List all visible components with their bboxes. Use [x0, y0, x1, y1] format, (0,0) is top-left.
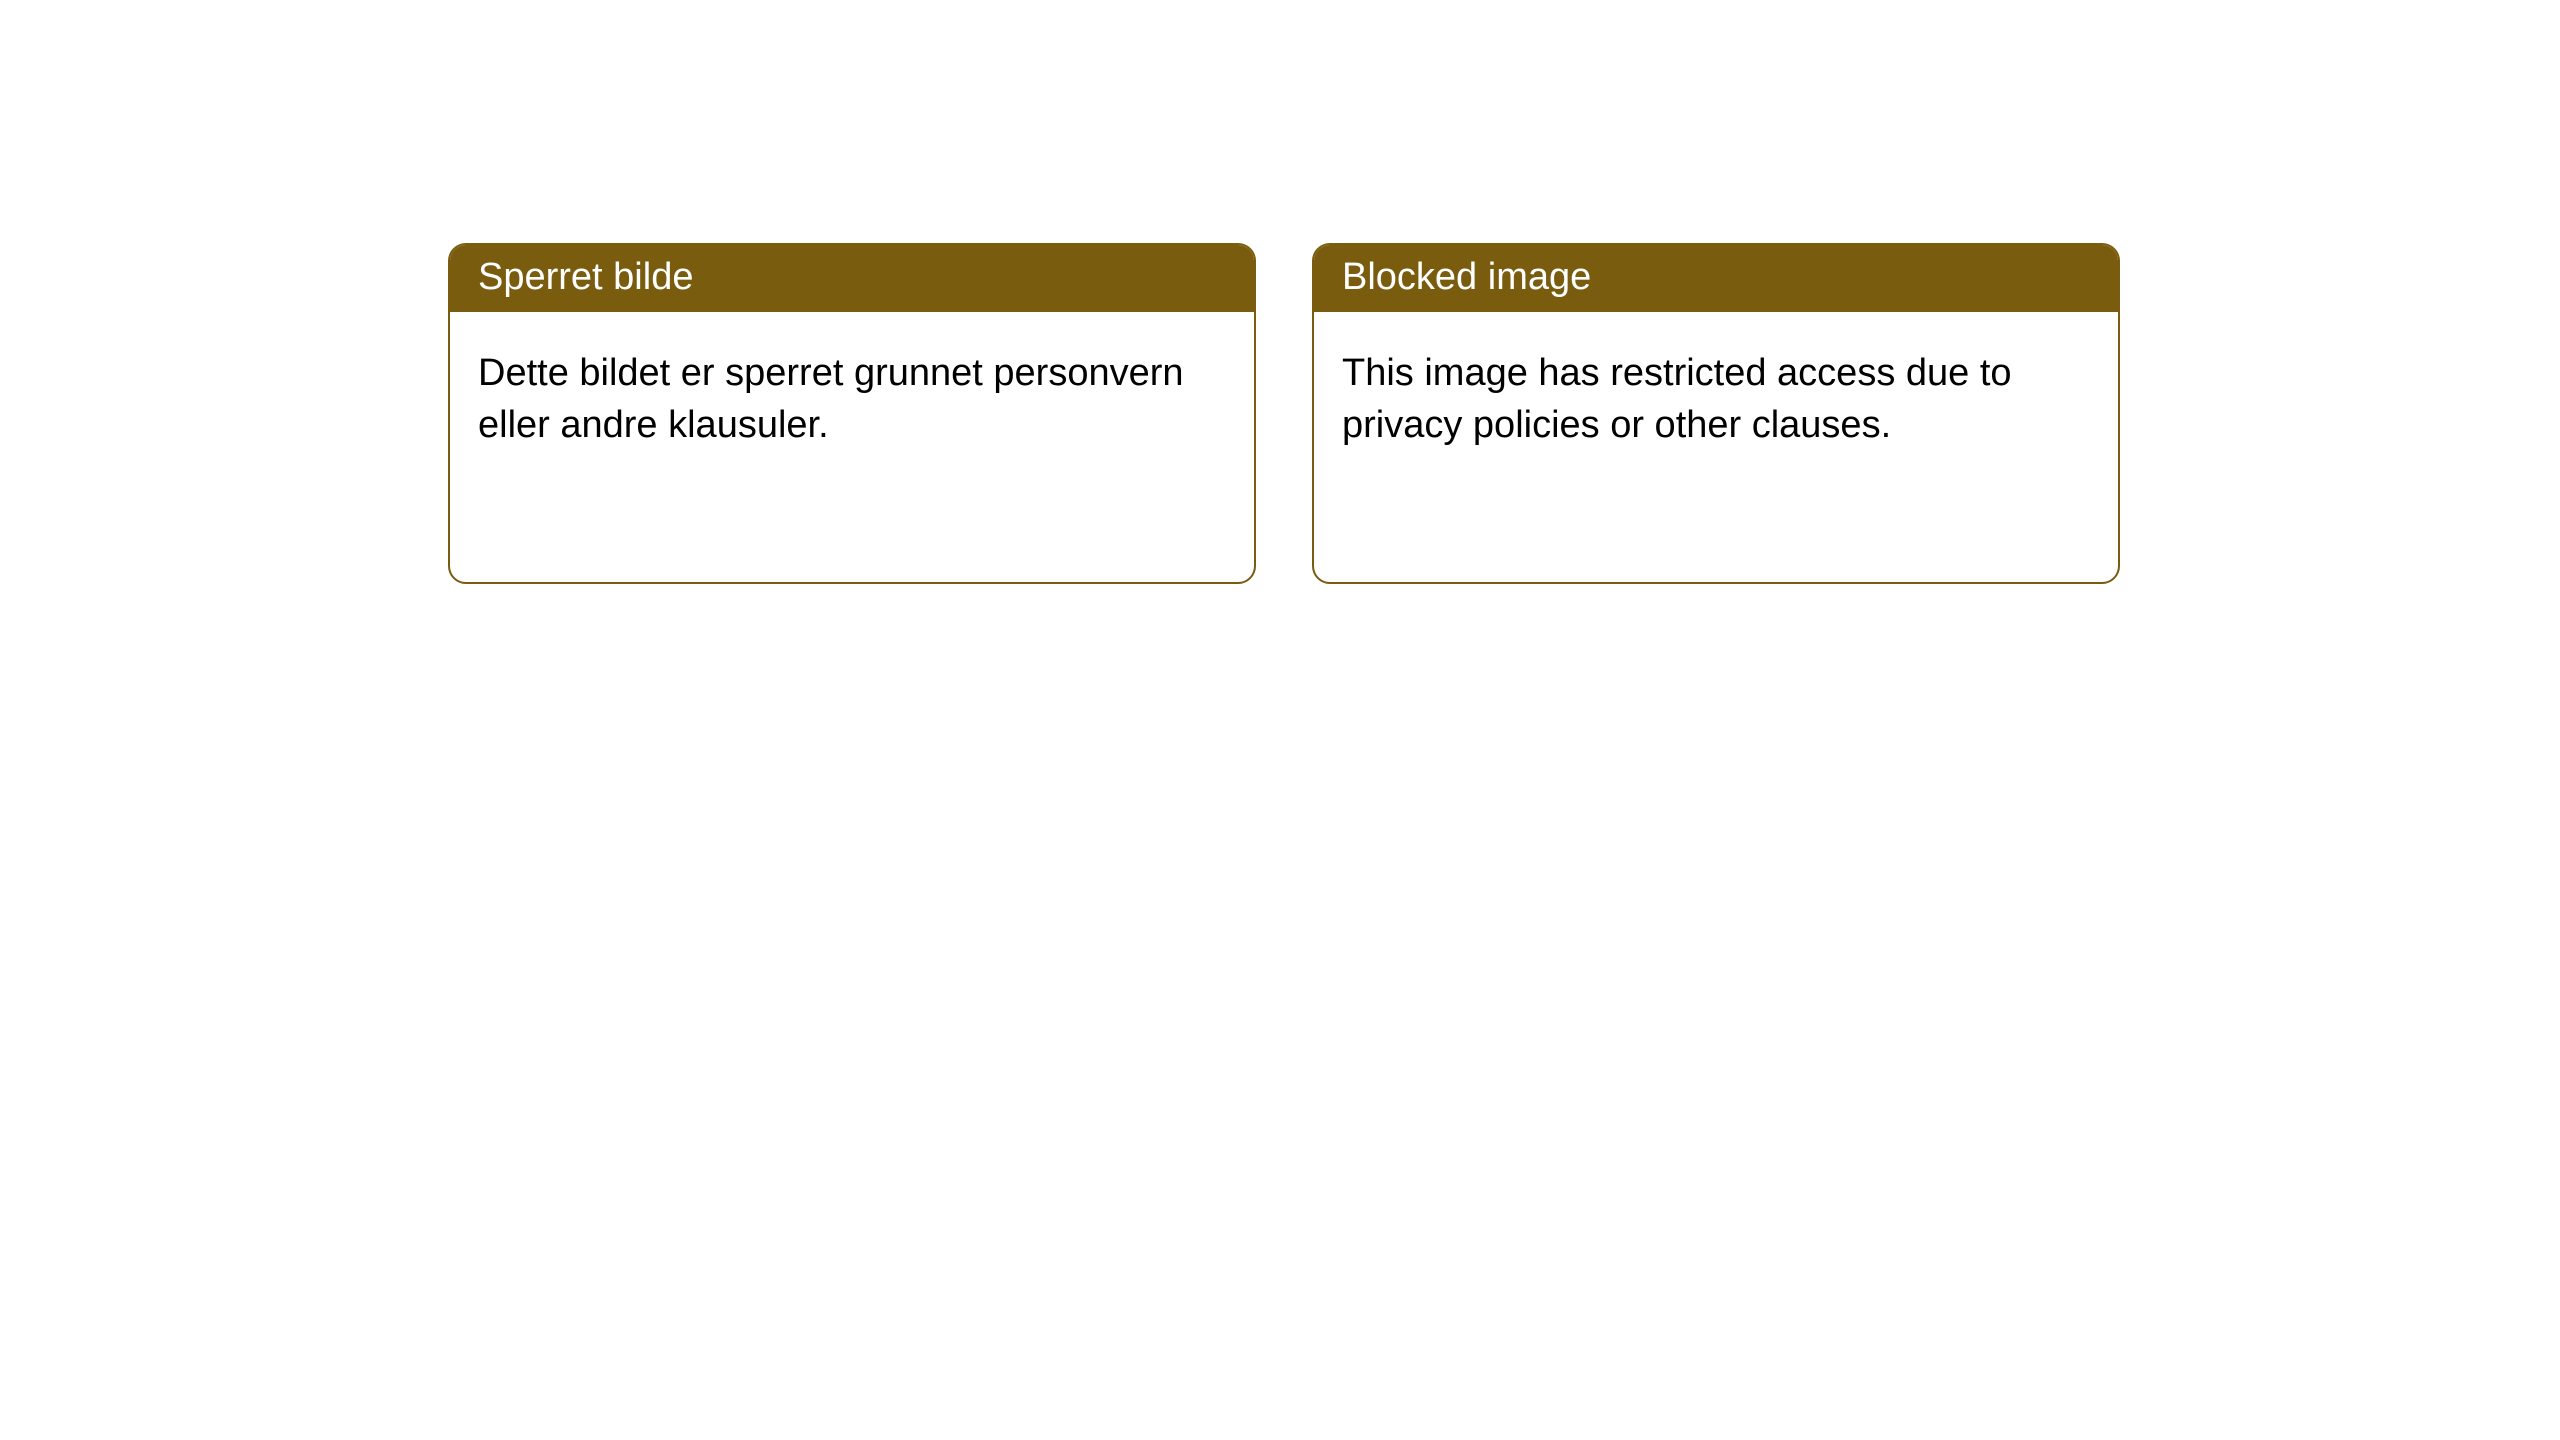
notice-title: Sperret bilde — [450, 245, 1254, 312]
notice-container: Sperret bilde Dette bildet er sperret gr… — [0, 0, 2560, 584]
notice-title: Blocked image — [1314, 245, 2118, 312]
notice-card-norwegian: Sperret bilde Dette bildet er sperret gr… — [448, 243, 1256, 584]
notice-card-english: Blocked image This image has restricted … — [1312, 243, 2120, 584]
notice-body: This image has restricted access due to … — [1314, 312, 2118, 582]
notice-body: Dette bildet er sperret grunnet personve… — [450, 312, 1254, 582]
